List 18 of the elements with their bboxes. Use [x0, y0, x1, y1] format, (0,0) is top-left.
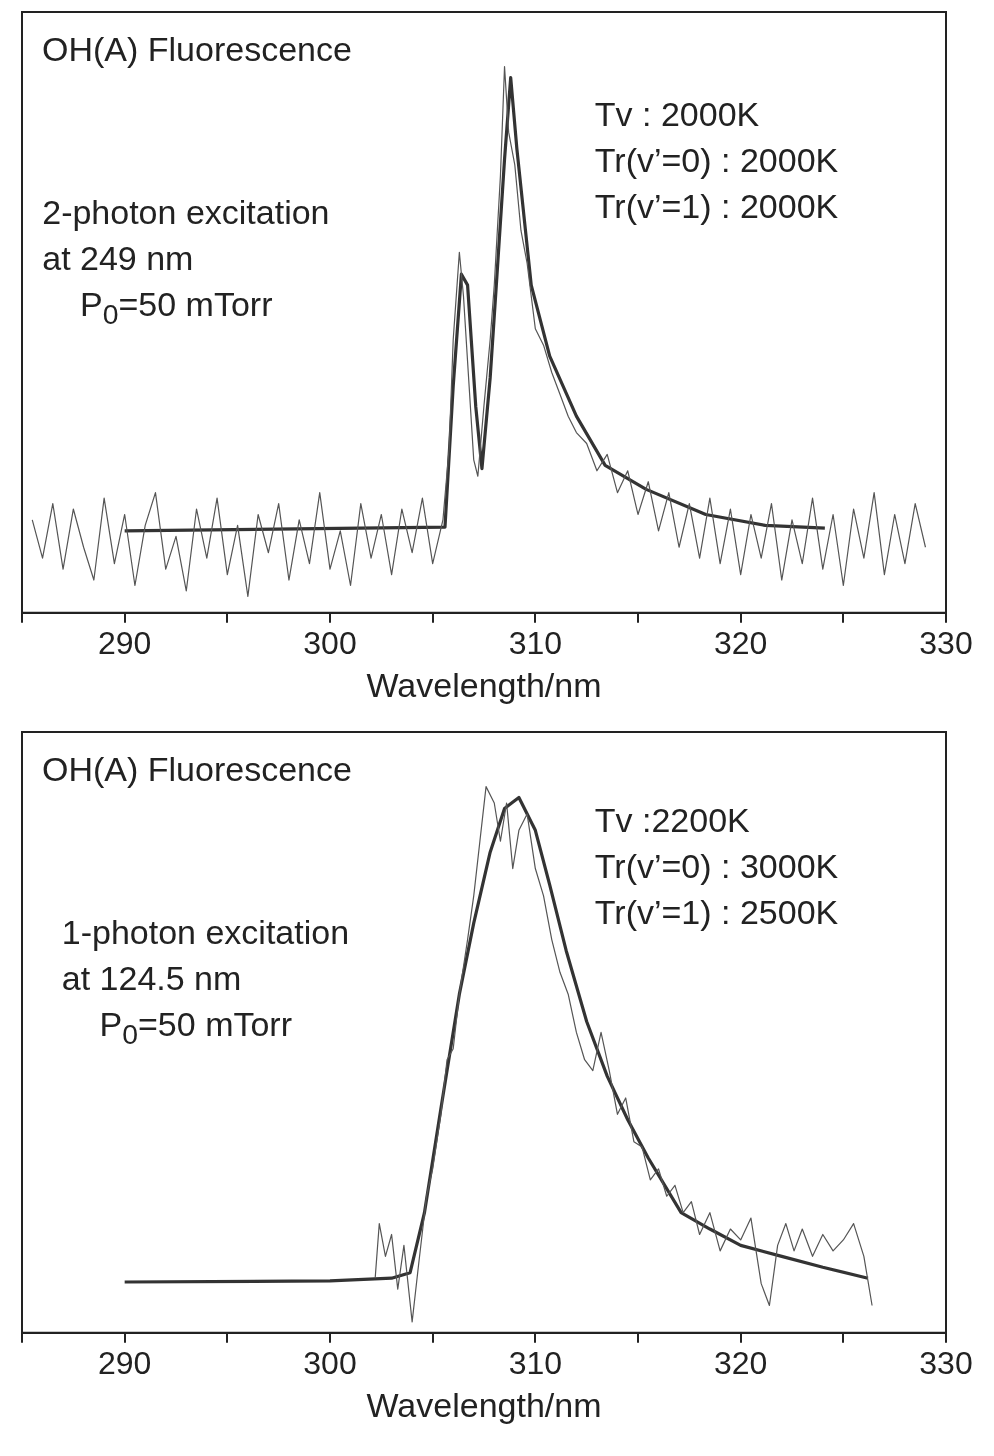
- annotation: Tv :2200K Tr(v’=0) : 3000K Tr(v’=1) : 2500K: [594, 800, 839, 933]
- x-tick-label: 320: [713, 1344, 768, 1381]
- annotation: 1-photon excitation at 124.5 nm P$_{0}$=50 mTorr: [61, 912, 350, 1052]
- x-axis-title: Wavelength/nm: [366, 1385, 602, 1424]
- x-tick-label: 290: [97, 1344, 152, 1381]
- x-tick-label: 300: [303, 1344, 357, 1381]
- x-tick-label: 310: [508, 624, 563, 661]
- annotation: Tv : 2000K Tr(v’=0) : 2000K Tr(v’=1) : 2000K: [594, 94, 839, 227]
- x-axis-title: Wavelength/nm: [366, 665, 602, 704]
- x-tick-label: 330: [919, 624, 973, 661]
- chart-title: OH(A) Fluorescence: [42, 750, 352, 789]
- annotation: 2-photon excitation at 249 nm P$_{0}$=50 mTorr: [42, 192, 330, 332]
- x-tick-label: 310: [508, 1344, 563, 1381]
- chart-title: OH(A) Fluorescence: [42, 30, 352, 69]
- x-tick-label: 320: [713, 624, 768, 661]
- x-tick-label: 300: [303, 624, 357, 661]
- x-tick-label: 290: [97, 624, 152, 661]
- x-tick-label: 330: [919, 1344, 973, 1381]
